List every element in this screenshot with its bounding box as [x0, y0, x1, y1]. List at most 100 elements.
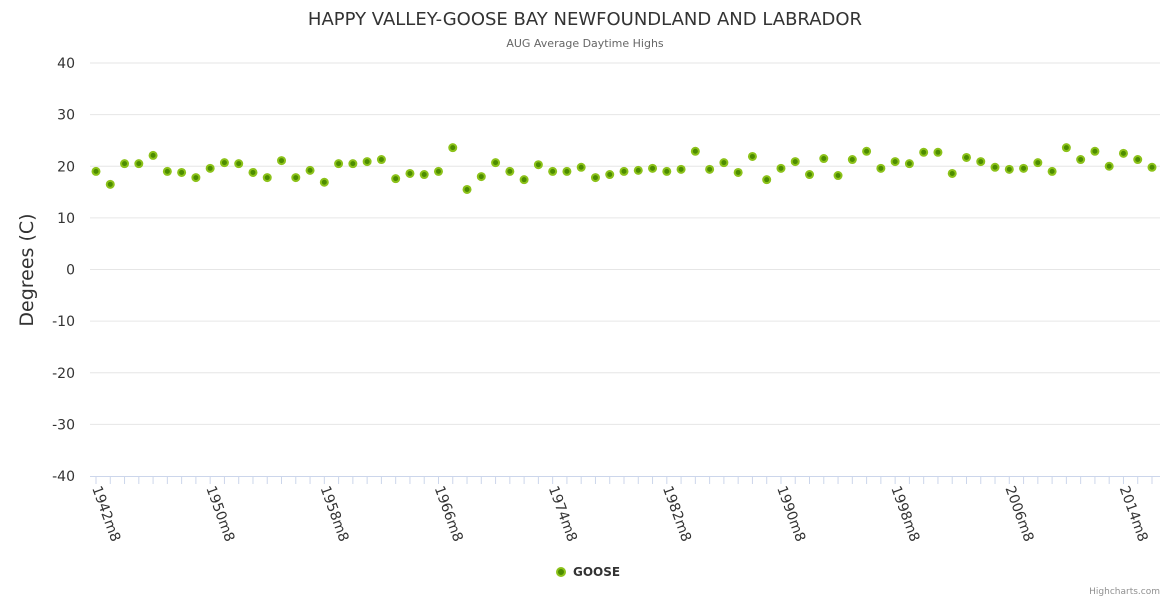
chart-title: HAPPY VALLEY-GOOSE BAY NEWFOUNDLAND AND …	[308, 9, 862, 30]
x-tick-label: 2014m8	[1116, 484, 1151, 544]
data-point[interactable]	[633, 165, 643, 175]
y-tick-label: 30	[57, 108, 75, 124]
data-point[interactable]	[590, 173, 600, 183]
data-point[interactable]	[305, 165, 315, 175]
data-point[interactable]	[248, 167, 258, 177]
y-tick-label: -40	[52, 469, 75, 485]
data-point[interactable]	[676, 164, 686, 174]
y-axis-label: Degrees (C)	[16, 213, 38, 326]
data-point[interactable]	[491, 158, 501, 168]
data-point[interactable]	[1133, 155, 1143, 165]
data-point[interactable]	[405, 168, 415, 178]
y-tick-label: 10	[57, 211, 75, 227]
data-point[interactable]	[790, 157, 800, 167]
x-tick-label: 1958m8	[317, 484, 352, 544]
data-point[interactable]	[805, 170, 815, 180]
data-point[interactable]	[833, 171, 843, 181]
data-point[interactable]	[448, 143, 458, 153]
data-point[interactable]	[1004, 164, 1014, 174]
data-point[interactable]	[961, 152, 971, 162]
data-point[interactable]	[1076, 155, 1086, 165]
data-point[interactable]	[262, 173, 272, 183]
data-point[interactable]	[391, 174, 401, 184]
data-point[interactable]	[1090, 146, 1100, 156]
data-point[interactable]	[1147, 162, 1157, 172]
data-point[interactable]	[277, 156, 287, 166]
data-point[interactable]	[205, 163, 215, 173]
data-point[interactable]	[234, 159, 244, 169]
data-point[interactable]	[662, 166, 672, 176]
credits-link[interactable]: Highcharts.com	[1089, 587, 1160, 597]
data-point[interactable]	[291, 173, 301, 183]
data-point[interactable]	[990, 162, 1000, 172]
y-tick-label: -10	[52, 314, 75, 330]
data-point[interactable]	[177, 167, 187, 177]
data-point[interactable]	[876, 163, 886, 173]
data-point[interactable]	[191, 173, 201, 183]
data-point[interactable]	[890, 157, 900, 167]
data-point[interactable]	[162, 166, 172, 176]
y-tick-label: -20	[52, 366, 75, 382]
data-point[interactable]	[219, 158, 229, 168]
data-point[interactable]	[933, 147, 943, 157]
data-point[interactable]	[847, 155, 857, 165]
data-point[interactable]	[334, 159, 344, 169]
data-point[interactable]	[419, 170, 429, 180]
data-point[interactable]	[562, 166, 572, 176]
data-point[interactable]	[819, 154, 829, 164]
data-point[interactable]	[462, 184, 472, 194]
y-tick-label: 20	[57, 159, 75, 175]
data-point[interactable]	[947, 168, 957, 178]
data-point[interactable]	[476, 172, 486, 182]
data-point[interactable]	[433, 166, 443, 176]
data-point[interactable]	[148, 150, 158, 160]
data-point[interactable]	[690, 146, 700, 156]
data-point[interactable]	[91, 166, 101, 176]
data-point[interactable]	[648, 163, 658, 173]
data-point[interactable]	[1118, 148, 1128, 158]
data-point[interactable]	[747, 151, 757, 161]
data-point[interactable]	[548, 166, 558, 176]
data-point[interactable]	[605, 170, 615, 180]
y-tick-label: 0	[66, 263, 75, 279]
data-point[interactable]	[319, 177, 329, 187]
data-point[interactable]	[762, 175, 772, 185]
legend-label: GOOSE	[573, 565, 620, 579]
data-point[interactable]	[733, 167, 743, 177]
data-point[interactable]	[533, 160, 543, 170]
data-point[interactable]	[1104, 161, 1114, 171]
data-point[interactable]	[1033, 158, 1043, 168]
data-point[interactable]	[705, 164, 715, 174]
data-point[interactable]	[776, 163, 786, 173]
data-point[interactable]	[105, 179, 115, 189]
data-point[interactable]	[1047, 166, 1057, 176]
x-tick-label: 1998m8	[887, 484, 922, 544]
x-tick-label: 1966m8	[431, 484, 466, 544]
data-point[interactable]	[904, 159, 914, 169]
data-point[interactable]	[919, 147, 929, 157]
data-point[interactable]	[1061, 143, 1071, 153]
x-tick-label: 1974m8	[545, 484, 580, 544]
data-point[interactable]	[519, 175, 529, 185]
data-point[interactable]	[576, 162, 586, 172]
x-tick-label: 1950m8	[202, 484, 237, 544]
legend-item-goose[interactable]: GOOSE	[556, 565, 620, 579]
data-point[interactable]	[505, 166, 515, 176]
x-tick-label: 1990m8	[773, 484, 808, 544]
data-point[interactable]	[348, 159, 358, 169]
legend-marker	[556, 567, 566, 577]
y-tick-label: 40	[57, 56, 75, 72]
data-point[interactable]	[134, 159, 144, 169]
data-point[interactable]	[1019, 163, 1029, 173]
data-point[interactable]	[976, 157, 986, 167]
y-tick-label: -30	[52, 417, 75, 433]
data-point[interactable]	[862, 146, 872, 156]
x-tick-label: 1982m8	[659, 484, 694, 544]
data-point[interactable]	[376, 155, 386, 165]
data-point[interactable]	[619, 166, 629, 176]
x-tick-label: 2006m8	[1002, 484, 1037, 544]
data-point[interactable]	[120, 159, 130, 169]
data-point[interactable]	[362, 157, 372, 167]
data-point[interactable]	[719, 158, 729, 168]
